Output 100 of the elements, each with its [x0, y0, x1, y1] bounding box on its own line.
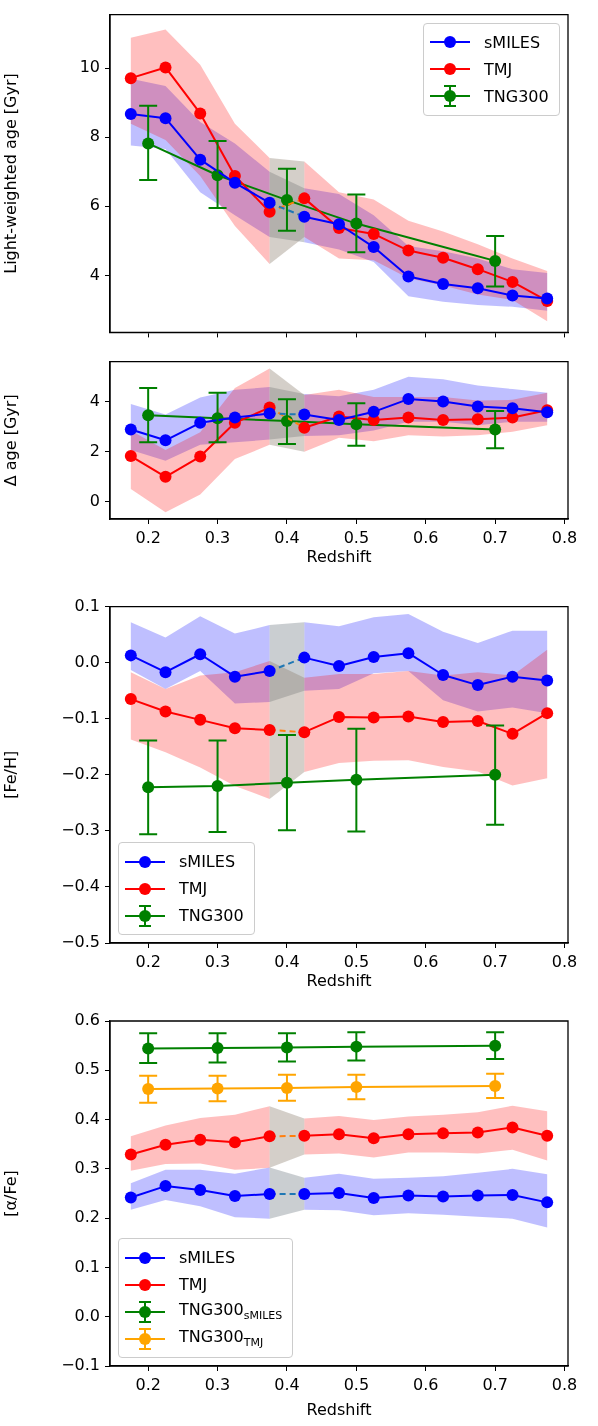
y-tick-label: 6 [89, 195, 100, 215]
x-tick-label: 0.3 [204, 1374, 231, 1394]
y-tick-label: −0.1 [61, 707, 100, 727]
point [124, 108, 137, 121]
x-tick-label: 0.3 [204, 951, 231, 971]
legend-label: sMILES [484, 32, 541, 52]
point [298, 421, 311, 434]
y-tick-label: 10 [79, 57, 100, 77]
point [402, 1128, 415, 1141]
point [263, 407, 276, 420]
point [437, 716, 450, 729]
point [437, 669, 450, 681]
legend-label: sMILES [179, 1248, 236, 1267]
point [159, 434, 172, 447]
y-tick-label: 0.5 [74, 1059, 100, 1079]
point [506, 1121, 519, 1134]
point [159, 1138, 172, 1151]
point [506, 670, 519, 683]
point [228, 411, 241, 424]
y-tick-label: 0.1 [74, 595, 100, 615]
point [159, 666, 172, 679]
point [228, 670, 241, 683]
y-tick-label: 0.6 [74, 1010, 100, 1030]
point [506, 727, 519, 740]
y-axis-title: [α/Fe] [0, 1170, 20, 1217]
point [298, 1129, 311, 1142]
point [263, 723, 276, 736]
point [333, 1187, 345, 1200]
point [367, 651, 380, 664]
point [402, 393, 415, 406]
y-tick-label: −0.2 [61, 763, 100, 783]
point [333, 660, 345, 673]
point [194, 713, 207, 726]
point [194, 450, 207, 463]
legend-label: TNG300 [484, 86, 549, 106]
point [367, 241, 380, 254]
point [367, 405, 380, 418]
point [471, 1189, 484, 1202]
point [124, 450, 137, 463]
y-tick-label: 4 [89, 390, 100, 410]
point [194, 107, 207, 120]
point [471, 282, 484, 295]
y-tick-label: 2 [89, 440, 100, 460]
point [506, 289, 519, 302]
point [402, 244, 415, 257]
x-tick-label: 0.7 [482, 951, 508, 971]
point [194, 1133, 207, 1146]
y-tick-label: −0.3 [61, 820, 100, 840]
y-tick-label: −0.1 [61, 1355, 100, 1375]
x-tick-label: 0.7 [482, 527, 508, 547]
point [471, 400, 484, 413]
y-axis-title: Δ age [Gyr] [0, 394, 20, 487]
y-axis-title: [Fe/H] [0, 750, 20, 799]
point [298, 1187, 311, 1200]
point [402, 270, 415, 283]
point [333, 1128, 345, 1141]
legend-label: sMILES [179, 852, 236, 871]
point [471, 1126, 484, 1139]
point [228, 1136, 241, 1149]
point [159, 1180, 172, 1193]
x-tick-label: 0.8 [551, 951, 578, 971]
point [298, 726, 311, 739]
point [159, 112, 172, 125]
point [298, 408, 311, 421]
x-tick-label: 0.2 [135, 1374, 161, 1394]
x-tick-label: 0.7 [482, 1374, 508, 1394]
point [228, 722, 241, 735]
point [298, 651, 311, 664]
legend-label: TMJ [179, 1275, 208, 1294]
x-axis-title: Redshift [306, 1399, 372, 1419]
x-axis-title: Redshift [306, 546, 372, 566]
x-tick-label: 0.8 [551, 1374, 578, 1394]
point [506, 1188, 519, 1201]
x-tick-label: 0.2 [135, 951, 161, 971]
point [159, 61, 172, 74]
point [124, 1148, 137, 1161]
point [437, 414, 450, 427]
point [124, 72, 137, 85]
y-axis-title: Light-weighted age [Gyr] [0, 73, 20, 274]
point [159, 705, 172, 718]
x-tick-label: 0.5 [343, 527, 370, 547]
point [402, 411, 415, 424]
point [437, 1127, 450, 1140]
point [437, 251, 450, 264]
point [437, 1190, 450, 1203]
point [194, 1184, 207, 1197]
point [506, 275, 519, 288]
point [159, 470, 172, 483]
x-tick-label: 0.3 [204, 527, 231, 547]
point [402, 647, 415, 660]
y-tick-label: −0.4 [61, 876, 100, 896]
x-tick-label: 0.4 [274, 1374, 300, 1394]
point [228, 1189, 241, 1202]
y-tick-label: 0.3 [74, 1158, 100, 1178]
y-tick-label: 0.0 [74, 1305, 100, 1325]
x-tick-label: 0.2 [135, 527, 161, 547]
point [402, 1189, 415, 1202]
x-tick-label: 0.4 [274, 951, 300, 971]
y-tick-label: 0.0 [74, 651, 100, 671]
point [471, 679, 484, 692]
